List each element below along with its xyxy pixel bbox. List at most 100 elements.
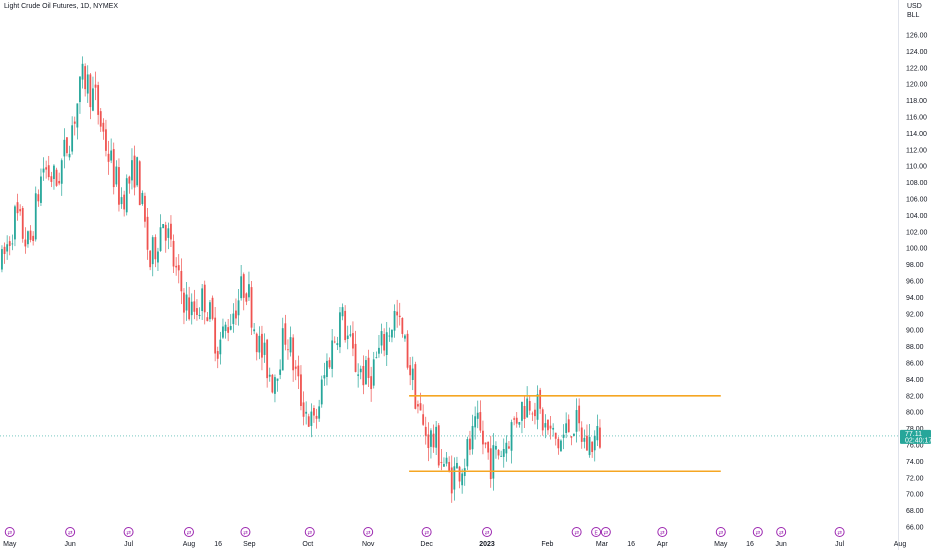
candle-body[interactable] <box>235 310 237 319</box>
candle-body[interactable] <box>63 139 66 157</box>
candle-body[interactable] <box>440 462 443 464</box>
candle-body[interactable] <box>580 427 583 442</box>
candle-body[interactable] <box>484 442 487 445</box>
candle-body[interactable] <box>383 334 386 351</box>
candle-body[interactable] <box>411 368 414 380</box>
event-marker-icon[interactable] <box>482 527 493 537</box>
candle-body[interactable] <box>281 328 284 371</box>
candle-body[interactable] <box>229 325 232 330</box>
candle-body[interactable] <box>232 313 235 325</box>
candle-body[interactable] <box>289 337 292 353</box>
candle-body[interactable] <box>193 301 196 312</box>
candle-body[interactable] <box>37 194 40 202</box>
candle-body[interactable] <box>258 335 261 353</box>
candle-body[interactable] <box>16 202 19 214</box>
candle-body[interactable] <box>344 310 347 341</box>
candle-body[interactable] <box>287 349 289 351</box>
candle-body[interactable] <box>154 237 157 260</box>
candle-body[interactable] <box>365 360 367 385</box>
candle-body[interactable] <box>599 427 601 448</box>
candle-body[interactable] <box>518 422 521 425</box>
candle-body[interactable] <box>541 409 544 431</box>
candle-body[interactable] <box>573 433 575 436</box>
candle-body[interactable] <box>125 178 128 213</box>
candle-body[interactable] <box>326 360 328 377</box>
candle-body[interactable] <box>339 312 341 348</box>
candle-body[interactable] <box>588 436 591 456</box>
candle-body[interactable] <box>513 418 516 420</box>
candle-body[interactable] <box>362 366 365 386</box>
event-marker-icon[interactable] <box>715 527 726 537</box>
candle-body[interactable] <box>201 288 204 312</box>
candle-body[interactable] <box>24 239 27 247</box>
candle-body[interactable] <box>523 406 526 420</box>
candle-body[interactable] <box>422 414 425 425</box>
candle-body[interactable] <box>417 404 419 407</box>
candle-body[interactable] <box>414 364 417 409</box>
candle-body[interactable] <box>424 426 427 436</box>
candle-body[interactable] <box>445 457 448 464</box>
event-marker-icon[interactable] <box>183 527 194 537</box>
candle-body[interactable] <box>567 419 570 433</box>
candle-body[interactable] <box>175 265 178 268</box>
candle-body[interactable] <box>549 425 552 429</box>
candle-body[interactable] <box>453 466 456 490</box>
candle-body[interactable] <box>3 246 6 255</box>
candle-body[interactable] <box>266 339 269 379</box>
candle-body[interactable] <box>97 85 100 115</box>
candle-body[interactable] <box>398 315 401 318</box>
candle-body[interactable] <box>531 413 534 415</box>
candle-body[interactable] <box>456 462 458 469</box>
event-marker-icon[interactable] <box>65 527 76 537</box>
candle-body[interactable] <box>357 374 360 376</box>
candle-body[interactable] <box>560 440 562 452</box>
candle-body[interactable] <box>120 197 123 205</box>
event-marker-icon[interactable] <box>4 527 15 537</box>
candle-body[interactable] <box>128 176 131 184</box>
candle-body[interactable] <box>268 374 271 377</box>
candle-body[interactable] <box>271 374 274 393</box>
candle-body[interactable] <box>539 389 542 409</box>
candle-body[interactable] <box>224 324 227 331</box>
candle-body[interactable] <box>489 448 492 480</box>
candle-body[interactable] <box>333 341 336 343</box>
candle-body[interactable] <box>469 438 471 450</box>
candle-body[interactable] <box>370 376 373 390</box>
candle-body[interactable] <box>242 274 245 298</box>
candle-body[interactable] <box>396 311 399 316</box>
candle-body[interactable] <box>401 317 404 334</box>
candle-body[interactable] <box>526 398 529 418</box>
candle-body[interactable] <box>146 216 149 250</box>
candle-body[interactable] <box>367 357 370 378</box>
candle-body[interactable] <box>497 450 500 456</box>
candle-body[interactable] <box>435 426 438 448</box>
candle-body[interactable] <box>219 339 222 355</box>
candle-body[interactable] <box>53 165 55 180</box>
candle-body[interactable] <box>482 430 484 445</box>
candle-body[interactable] <box>432 433 435 448</box>
candle-body[interactable] <box>149 250 152 268</box>
candle-body[interactable] <box>427 434 430 449</box>
candle-body[interactable] <box>466 439 469 467</box>
candle-body[interactable] <box>521 401 523 421</box>
candle-body[interactable] <box>505 442 508 454</box>
candle-body[interactable] <box>102 122 105 132</box>
candle-body[interactable] <box>495 445 497 450</box>
candle-body[interactable] <box>586 435 588 451</box>
candle-body[interactable] <box>183 292 185 313</box>
candle-body[interactable] <box>209 302 211 320</box>
candle-body[interactable] <box>170 223 172 240</box>
candle-body[interactable] <box>307 416 310 427</box>
candle-body[interactable] <box>40 176 42 203</box>
candle-body[interactable] <box>502 449 505 457</box>
candle-body[interactable] <box>380 331 383 346</box>
candle-body[interactable] <box>1 249 3 270</box>
candle-body[interactable] <box>279 369 282 375</box>
candle-body[interactable] <box>248 284 250 298</box>
candle-body[interactable] <box>196 308 198 316</box>
candle-body[interactable] <box>107 153 110 162</box>
candle-body[interactable] <box>354 343 357 372</box>
candle-body[interactable] <box>68 153 71 158</box>
candle-body[interactable] <box>177 265 180 271</box>
candle-body[interactable] <box>157 251 159 263</box>
